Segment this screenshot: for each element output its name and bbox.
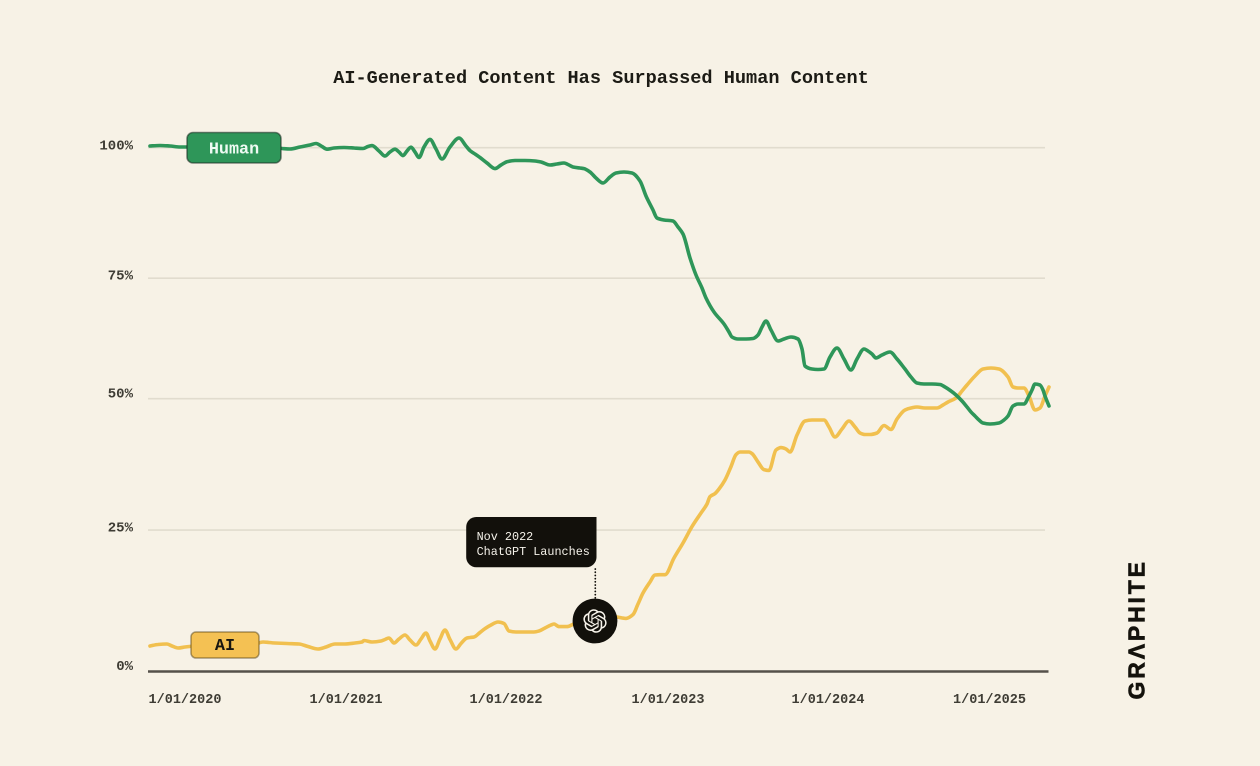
svg-text:0%: 0% xyxy=(116,659,133,675)
svg-text:Human: Human xyxy=(209,141,259,160)
svg-text:1/01/2025: 1/01/2025 xyxy=(953,693,1026,708)
svg-text:1/01/2022: 1/01/2022 xyxy=(470,693,543,708)
svg-text:1/01/2020: 1/01/2020 xyxy=(149,693,222,708)
svg-text:50%: 50% xyxy=(108,387,134,403)
svg-text:AI-Generated Content Has Surpa: AI-Generated Content Has Surpassed Human… xyxy=(333,68,869,89)
svg-text:1/01/2024: 1/01/2024 xyxy=(792,693,865,708)
svg-text:1/01/2023: 1/01/2023 xyxy=(632,693,705,708)
svg-text:1/01/2021: 1/01/2021 xyxy=(310,693,383,708)
svg-text:AI: AI xyxy=(215,637,235,656)
svg-text:100%: 100% xyxy=(99,139,133,155)
svg-text:Nov 2022: Nov 2022 xyxy=(477,530,534,544)
svg-text:GRΛPHITE: GRΛPHITE xyxy=(1124,559,1150,699)
svg-text:75%: 75% xyxy=(108,269,134,285)
svg-text:ChatGPT Launches: ChatGPT Launches xyxy=(477,545,590,559)
svg-text:25%: 25% xyxy=(108,521,134,537)
